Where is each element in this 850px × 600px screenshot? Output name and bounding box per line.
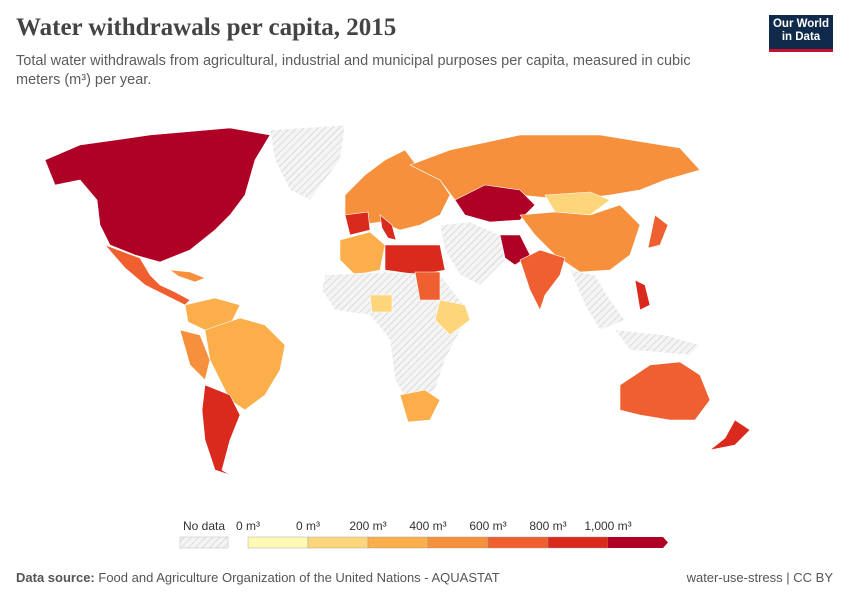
legend-label: 800 m³ [529,519,566,533]
country [519,204,641,273]
country [709,419,751,451]
subtitle: Total water withdrawals from agricultura… [16,53,691,88]
map: No data 0 m³ 0 m³ 200 m³ 400 m³ 600 m³ 800 m³… [44,124,751,549]
footer-right[interactable]: water-use-stress | CC BY [686,570,833,585]
legend-label: 400 m³ [409,519,446,533]
legend-swatch [547,536,609,549]
country [201,384,241,476]
country [544,191,611,216]
country [339,231,386,276]
country [439,221,506,286]
no-data-swatch [179,536,229,549]
country [399,389,441,423]
country [647,214,669,249]
source-label: Data source: [16,570,95,585]
country [321,271,471,406]
legend-swatch [367,536,429,549]
country [519,249,566,311]
logo-line: Our World [772,18,829,30]
legend-label: 200 m³ [349,519,386,533]
country [44,127,271,263]
country [344,211,397,241]
country [269,124,346,201]
logo[interactable]: Our World in Data [769,15,833,52]
legend-label: No data [183,519,225,533]
country [369,294,471,336]
source-text: Food and Agriculture Organization of the… [98,570,500,585]
legend-label: 1,000 m³ [584,519,631,533]
legend: No data 0 m³ 0 m³ 200 m³ 400 m³ 600 m³ 800 m³… [179,519,668,549]
legend-swatch [307,536,369,549]
legend-label: 600 m³ [469,519,506,533]
title: Water withdrawals per capita, 2015 [16,14,397,41]
legend-swatch [247,536,309,549]
country [619,361,711,421]
country [179,329,211,381]
country [104,244,191,306]
legend-swatch [427,536,489,549]
legend-label: 0 m³ [296,519,320,533]
source: Data source: Food and Agriculture Organi… [16,570,500,585]
legend-label: 0 m³ [236,519,260,533]
country [409,134,701,201]
logo-line: in Data [781,31,821,43]
country [204,317,286,411]
country [454,184,536,223]
country [168,269,206,283]
legend-swatch [487,536,549,549]
country [384,244,446,276]
country [569,269,701,356]
country [634,279,651,311]
countries [44,124,751,476]
legend-swatch [608,537,668,548]
